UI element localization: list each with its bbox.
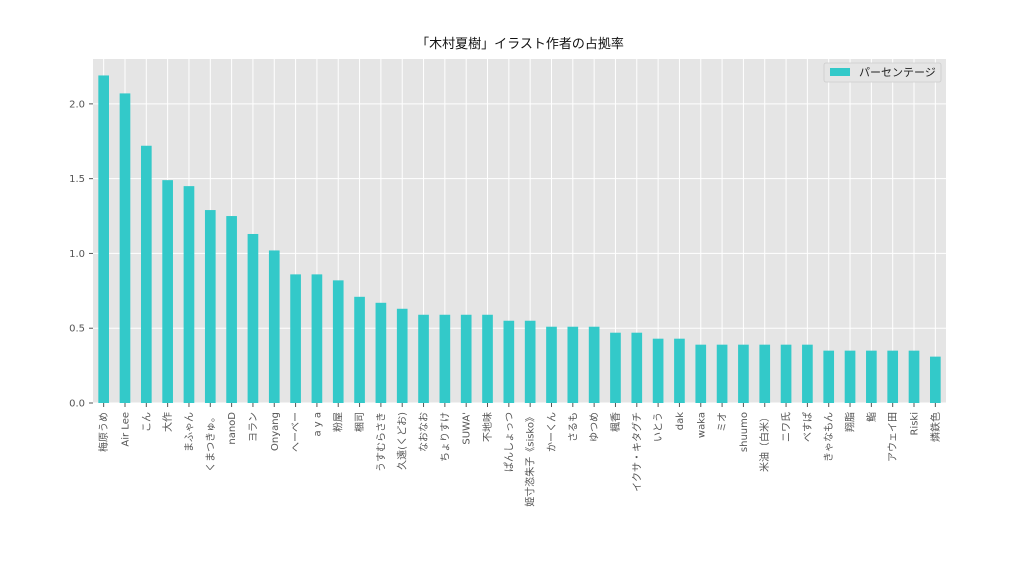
x-tick-label: 翔脂 — [844, 412, 857, 432]
x-tick-label: 梱司 — [353, 412, 366, 432]
chart-title: 「木村夏樹」イラスト作者の占拠率 — [416, 36, 624, 52]
x-tick-label: 不地味 — [481, 412, 494, 442]
bar-15 — [418, 314, 429, 403]
bar-22 — [567, 326, 579, 403]
x-tick-label: 大作 — [161, 412, 174, 432]
x-tick-label: waka — [696, 412, 707, 438]
bars — [98, 75, 941, 404]
x-tick-label: nanoD — [227, 412, 238, 445]
bar-25 — [631, 332, 643, 403]
x-tick-label: うすむらさき — [375, 412, 387, 472]
x-tick-label: ニワ氏 — [781, 412, 793, 442]
bar-6 — [226, 216, 237, 403]
bar-23 — [588, 326, 600, 403]
x-tick-label: ヨラン — [247, 412, 259, 442]
bar-8 — [268, 250, 280, 403]
bar-14 — [396, 308, 408, 403]
bar-37 — [887, 350, 899, 403]
bar-20 — [524, 320, 536, 403]
x-tick-label: 梅原うめ — [97, 412, 110, 452]
x-tick-label: a y a — [312, 412, 323, 437]
x-axis: 梅原うめ Air Lee こん 大作 まふゃん くまつきゅ。 nanoD ヨラン Onyang へ… — [97, 403, 942, 507]
bar-38 — [908, 350, 920, 403]
x-tick-label: ミオ — [717, 412, 729, 432]
bar-28 — [695, 344, 707, 403]
legend: パーセンテージ — [823, 62, 942, 83]
bar-35 — [844, 350, 856, 403]
y-tick-label: 1.5 — [69, 174, 85, 185]
bar-0 — [98, 75, 109, 403]
bar-9 — [290, 274, 301, 403]
legend-label: パーセンテージ — [859, 66, 936, 79]
bar-1 — [119, 93, 131, 404]
x-tick-label: Onyang — [270, 412, 281, 451]
legend-swatch — [830, 68, 850, 76]
x-tick-label: ちょりすけ — [439, 412, 451, 462]
bar-17 — [460, 314, 472, 403]
x-tick-label: まふゃん — [183, 412, 195, 452]
bar-7 — [247, 233, 259, 403]
x-tick-label: ゆつめ — [589, 412, 601, 442]
x-tick-label: 久遠(くどお) — [396, 412, 409, 470]
bar-19 — [503, 320, 515, 403]
bar-27 — [674, 338, 685, 403]
x-tick-label: Air Lee — [120, 412, 131, 447]
bar-13 — [375, 302, 387, 403]
bar-36 — [866, 350, 877, 403]
y-axis: 0.0 0.5 1.0 1.5 2.0 — [69, 99, 93, 410]
bar-5 — [204, 210, 216, 403]
bar-12 — [354, 296, 365, 403]
x-tick-label: Riski — [910, 412, 921, 436]
x-tick-label: さるも — [567, 412, 579, 442]
x-tick-label: ぱんしょっつ — [503, 412, 515, 472]
bar-4 — [183, 186, 195, 403]
bar-16 — [439, 314, 451, 403]
bar-26 — [652, 338, 664, 403]
plot-area — [93, 59, 946, 403]
x-tick-label: べすぱ — [802, 412, 814, 442]
x-tick-label: shuumo — [739, 412, 750, 452]
x-tick-label: かーくん — [546, 412, 558, 452]
x-tick-label: 楓香 — [609, 412, 622, 432]
bar-39 — [930, 356, 941, 403]
bar-2 — [140, 145, 152, 403]
x-tick-label: なおなお — [418, 412, 430, 452]
bar-21 — [546, 326, 557, 403]
y-tick-label: 1.0 — [69, 249, 85, 260]
y-tick-label: 0.5 — [69, 324, 85, 335]
x-tick-label: SUWA' — [462, 412, 473, 445]
bar-32 — [780, 344, 792, 403]
x-tick-label: dak — [675, 412, 686, 430]
legend-box — [823, 62, 942, 83]
x-tick-label: こん — [141, 412, 153, 432]
x-tick-label: 鮨 — [865, 412, 878, 422]
x-tick-label: いとう — [653, 412, 665, 442]
bar-30 — [738, 344, 749, 403]
x-tick-label: 粉屋 — [332, 412, 345, 432]
bar-34 — [823, 350, 835, 403]
bar-11 — [332, 280, 344, 403]
bar-10 — [311, 274, 323, 403]
x-tick-label: イクサ・キタグチ — [630, 412, 643, 492]
x-tick-label: アウェイ田 — [887, 412, 899, 462]
x-tick-label: へーベー — [290, 412, 302, 452]
bar-3 — [162, 180, 173, 403]
x-tick-label: 燐鉄色 — [929, 412, 942, 442]
y-tick-label: 0.0 — [69, 399, 85, 410]
bar-24 — [610, 332, 621, 403]
bar-31 — [759, 344, 771, 403]
bar-18 — [482, 314, 493, 403]
x-tick-label: 米油（白米） — [758, 412, 771, 472]
y-tick-label: 2.0 — [69, 99, 85, 110]
bar-29 — [716, 344, 728, 403]
bar-33 — [802, 344, 813, 403]
x-tick-label: 姫寸恣朱子《sisko》 — [524, 412, 537, 507]
x-tick-label: くまつきゅ。 — [205, 412, 217, 472]
x-tick-label: きゃなもん — [823, 412, 835, 462]
